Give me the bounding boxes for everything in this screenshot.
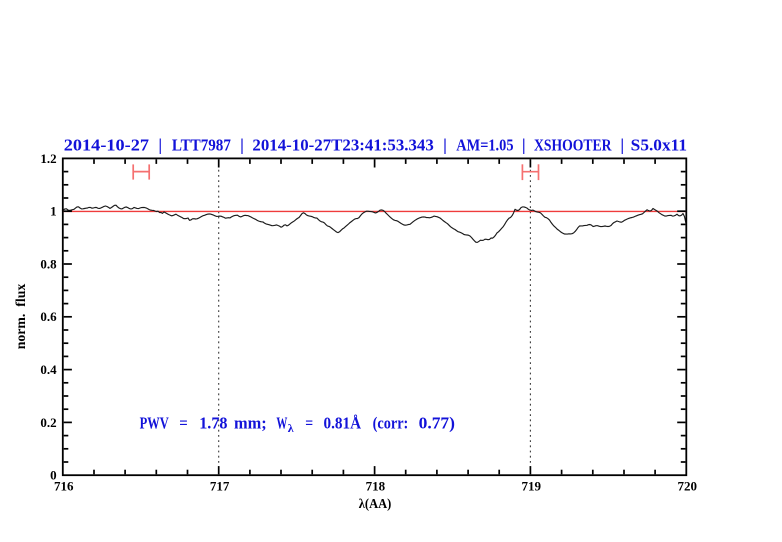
svg-text:|: | xyxy=(620,136,624,155)
svg-text:718: 718 xyxy=(366,479,386,494)
svg-text:PWV: PWV xyxy=(140,413,169,432)
svg-text:S5.0x11: S5.0x11 xyxy=(631,136,687,155)
svg-text:mm;: mm; xyxy=(234,413,267,432)
svg-text:0: 0 xyxy=(50,468,57,483)
svg-text:0.8: 0.8 xyxy=(40,256,57,271)
svg-text:717: 717 xyxy=(210,479,230,494)
svg-text:2014-10-27T23:41:53.343: 2014-10-27T23:41:53.343 xyxy=(252,136,433,155)
svg-text:719: 719 xyxy=(522,479,542,494)
svg-text:W: W xyxy=(276,413,287,432)
svg-text:0.77): 0.77) xyxy=(419,413,455,432)
svg-text:0.6: 0.6 xyxy=(40,309,57,324)
svg-text:|: | xyxy=(522,136,526,155)
svg-text:λ(AA): λ(AA) xyxy=(359,497,392,512)
svg-text:1: 1 xyxy=(50,204,57,219)
svg-text:0.4: 0.4 xyxy=(40,362,57,377)
svg-text:|: | xyxy=(240,136,244,155)
svg-text:2014-10-27: 2014-10-27 xyxy=(64,136,150,155)
svg-text:=: = xyxy=(179,413,188,432)
svg-text:λ: λ xyxy=(288,421,294,435)
svg-text:XSHOOTER: XSHOOTER xyxy=(534,136,612,155)
svg-text:AM=1.05: AM=1.05 xyxy=(456,136,513,155)
svg-text:LTT7987: LTT7987 xyxy=(172,136,231,155)
svg-text:1.78: 1.78 xyxy=(199,413,227,432)
svg-text:=: = xyxy=(305,413,313,432)
svg-text:|: | xyxy=(158,136,162,155)
svg-text:0.2: 0.2 xyxy=(40,415,56,430)
svg-text:0.81Å: 0.81Å xyxy=(324,413,362,432)
svg-text:716: 716 xyxy=(54,479,74,494)
svg-text:(corr:: (corr: xyxy=(373,413,409,432)
svg-text:720: 720 xyxy=(677,479,697,494)
svg-text:1.2: 1.2 xyxy=(40,151,56,166)
svg-text:|: | xyxy=(443,136,447,155)
svg-text:norm. flux: norm. flux xyxy=(13,284,28,350)
